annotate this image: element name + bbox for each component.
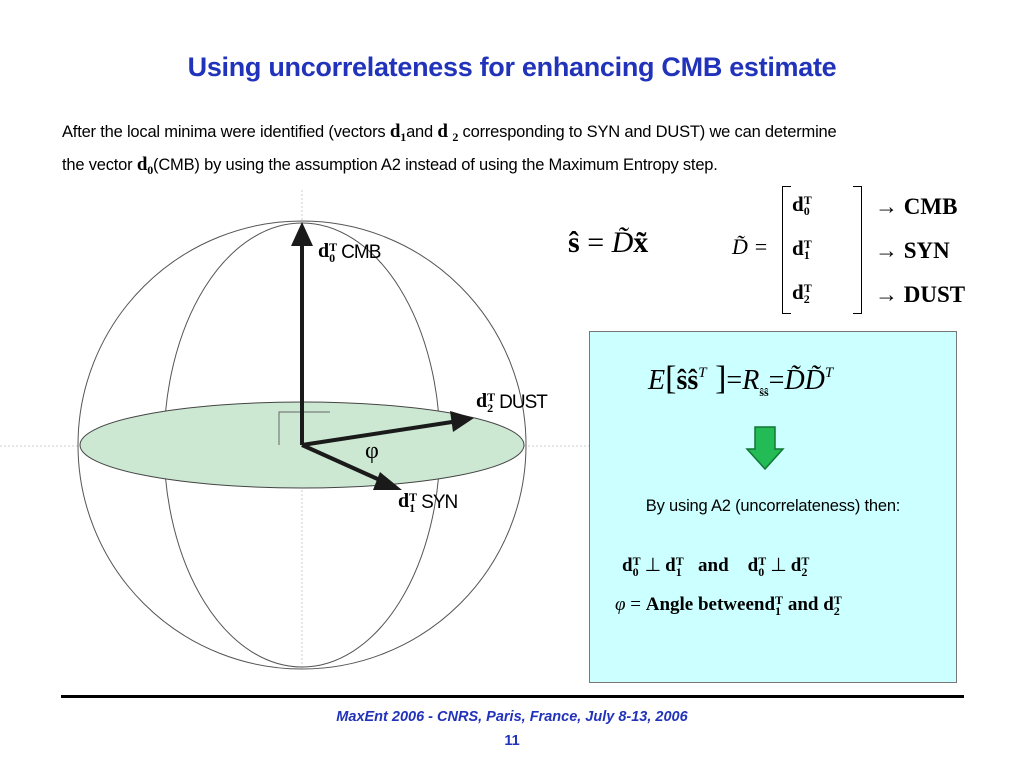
right-angle-marker xyxy=(278,411,330,445)
matrix-target-dust: → DUST xyxy=(875,282,966,307)
matrix-label: D̃ = xyxy=(732,234,769,259)
syn-vector-label: dT 1 SYN xyxy=(398,489,458,515)
estimate-equation: ŝ = D̃x̃ xyxy=(568,226,649,259)
sphere-outline xyxy=(77,220,527,670)
cmb-vector-label: dT 0 CMB xyxy=(318,239,381,265)
sphere-diagram xyxy=(0,190,590,670)
covariance-equation: E[ŝŝT ]=Rŝŝ=D̃D̃T xyxy=(648,360,834,399)
dust-arrow-shaft xyxy=(301,420,453,447)
vector-d2: d 2 xyxy=(437,121,459,144)
dust-arrowhead xyxy=(450,411,474,432)
down-arrow-icon xyxy=(745,426,785,471)
slide-title: Using uncorrelateness for enhancing CMB … xyxy=(187,52,837,82)
syn-arrow-shaft xyxy=(301,443,383,483)
intro-text-2: corresponding to SYN and DUST) we can de… xyxy=(462,123,837,141)
page-number: 11 xyxy=(504,733,520,749)
vector-d1: d1 xyxy=(389,121,407,144)
mixing-matrix: D̃ = dT 0 → CMB dT 1 → SYN dT 2 → DUST xyxy=(730,186,1010,316)
angle-definition: φ = Angle betweendT 1 and dT 2 xyxy=(615,592,842,618)
matrix-target-cmb: → CMB xyxy=(875,194,958,219)
dust-vector-label: dT 2 DUST xyxy=(476,389,548,415)
footer-conference: MaxEnt 2006 - CNRS, Paris, France, July … xyxy=(336,709,688,725)
intro-text-1: After the local minima were identified (… xyxy=(62,123,386,141)
intro-paragraph: After the local minima were identified (… xyxy=(62,118,982,184)
intro-and: and xyxy=(406,123,434,141)
intro-text-3: the vector xyxy=(62,156,133,174)
matrix-target-syn: → SYN xyxy=(875,238,950,263)
cmb-arrowhead xyxy=(291,222,313,246)
orthogonality-condition: dT 0 ⊥ dT 1 and dT 0 ⊥ dT 2 xyxy=(622,553,810,579)
angle-phi-label: φ xyxy=(365,438,379,464)
matrix-bracket xyxy=(782,186,862,314)
footer-divider xyxy=(61,695,964,698)
matrix-row-2: dT 2 xyxy=(792,280,812,307)
vector-d0: d0 xyxy=(136,154,154,177)
matrix-row-1: dT 1 xyxy=(792,236,812,263)
intro-text-4: (CMB) by using the assumption A2 instead… xyxy=(153,156,718,174)
uncorrelateness-box: E[ŝŝT ]=Rŝŝ=D̃D̃T By using A2 (uncorrela… xyxy=(589,331,957,683)
syn-arrowhead xyxy=(373,472,402,490)
vector-arrows xyxy=(291,222,474,490)
box-explanation: By using A2 (uncorrelateness) then: xyxy=(645,497,901,515)
matrix-row-0: dT 0 xyxy=(792,192,812,219)
